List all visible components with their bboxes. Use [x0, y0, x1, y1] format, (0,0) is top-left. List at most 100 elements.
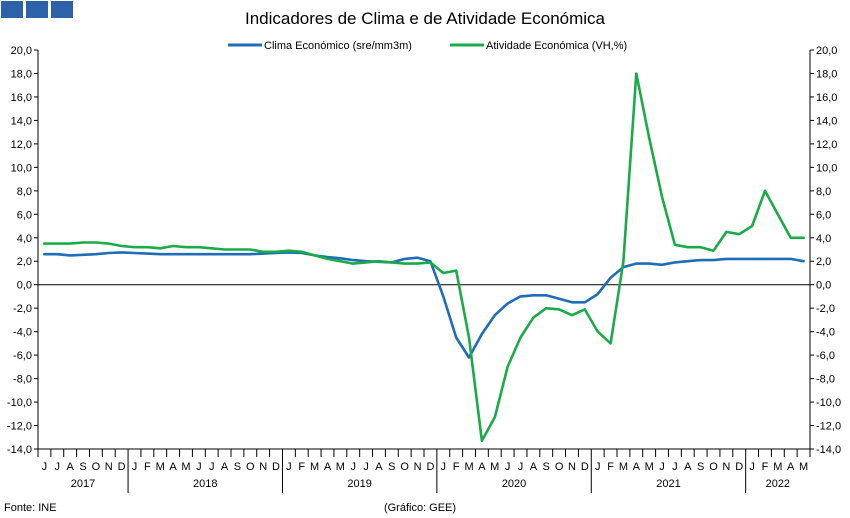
month-label: F [298, 461, 305, 473]
axes [37, 50, 811, 450]
y-tick-label-right: -4,0 [816, 327, 835, 339]
month-label: D [581, 461, 589, 473]
month-label: J [363, 461, 369, 473]
month-label: J [196, 461, 202, 473]
month-label: A [478, 461, 486, 473]
month-label: N [259, 461, 267, 473]
y-tick-label-left: -2,0 [13, 303, 32, 315]
y-tick-label-right: 6,0 [816, 209, 831, 221]
footer-credit: (Gráfico: GEE) [384, 502, 456, 514]
month-label: O [709, 461, 718, 473]
y-tick-label-left: 6,0 [17, 209, 32, 221]
y-tick-label-left: 10,0 [11, 162, 32, 174]
y-tick-label-right: -2,0 [816, 303, 835, 315]
month-label: S [79, 461, 86, 473]
month-label: A [66, 461, 74, 473]
y-tick-label-left: 16,0 [11, 92, 32, 104]
month-label: M [156, 461, 165, 473]
y-tick-label-right: -14,0 [816, 444, 841, 456]
month-label: J [518, 461, 524, 473]
month-label: D [426, 461, 434, 473]
y-tick-label-right: 10,0 [816, 162, 837, 174]
y-tick-label-right: -10,0 [816, 397, 841, 409]
y-tick-label-right: 14,0 [816, 115, 837, 127]
y-tick-label-left: -8,0 [13, 374, 32, 386]
month-label: J [595, 461, 601, 473]
month-label: D [272, 461, 280, 473]
month-label: J [672, 461, 678, 473]
y-tick-label-left: 2,0 [17, 256, 32, 268]
month-label: J [659, 461, 665, 473]
month-label: J [286, 461, 292, 473]
month-label: J [42, 461, 48, 473]
series-line-atividade [43, 72, 805, 443]
month-label: M [773, 461, 782, 473]
month-label: F [762, 461, 769, 473]
footer-source: Fonte: INE [4, 502, 57, 514]
month-label: A [221, 461, 229, 473]
y-tick-label-left: -10,0 [7, 397, 32, 409]
y-tick-label-left: 18,0 [11, 68, 32, 80]
month-label: F [607, 461, 614, 473]
y-tick-label-right: -12,0 [816, 421, 841, 433]
month-label: M [799, 461, 808, 473]
y-tick-label-left: -14,0 [7, 444, 32, 456]
month-label: A [684, 461, 692, 473]
month-label: O [246, 461, 255, 473]
y-tick-label-right: 18,0 [816, 68, 837, 80]
month-label: M [619, 461, 628, 473]
y-tick-label-right: 12,0 [816, 139, 837, 151]
year-label: 2019 [347, 478, 371, 490]
year-label: 2020 [502, 478, 526, 490]
month-label: J [209, 461, 215, 473]
month-label: O [400, 461, 409, 473]
month-label: J [749, 461, 755, 473]
month-label: S [697, 461, 704, 473]
month-label: O [555, 461, 564, 473]
month-label: S [543, 461, 550, 473]
month-label: S [234, 461, 241, 473]
y-tick-label-left: 20,0 [11, 45, 32, 57]
month-label: F [453, 461, 460, 473]
month-label: A [787, 461, 795, 473]
month-label: N [568, 461, 576, 473]
month-label: A [633, 461, 641, 473]
month-label: A [530, 461, 538, 473]
legend-label-atividade: Atividade Económica (VH,%) [486, 40, 627, 52]
month-label: J [505, 461, 511, 473]
y-tick-label-left: 12,0 [11, 139, 32, 151]
y-tick-label-right: -6,0 [816, 350, 835, 362]
logo-square-3 [51, 1, 73, 18]
y-tick-label-right: 4,0 [816, 233, 831, 245]
year-label: 2022 [766, 478, 790, 490]
y-tick-label-left: 0,0 [17, 280, 32, 292]
month-label: D [118, 461, 126, 473]
month-label: N [414, 461, 422, 473]
logo-square-1 [1, 1, 23, 18]
y-tick-label-right: 2,0 [816, 256, 831, 268]
y-tick-label-left: -4,0 [13, 327, 32, 339]
legend-label-clima: Clima Económico (sre/mm3m) [264, 40, 412, 52]
month-label: N [105, 461, 113, 473]
series-lines [43, 72, 805, 443]
y-tick-label-right: 8,0 [816, 186, 831, 198]
month-label: M [645, 461, 654, 473]
y-tick-label-right: 20,0 [816, 45, 837, 57]
logo-square-2 [26, 1, 48, 18]
y-tick-label-left: -12,0 [7, 421, 32, 433]
y-axis-left: 20,0 18,0 16,0 14,0 12,0 10,0 8,0 6,0 4,0 2,0 0,0 -… [7, 45, 38, 456]
series-line-clima [43, 251, 805, 359]
month-label: A [375, 461, 383, 473]
y-tick-label-left: -6,0 [13, 350, 32, 362]
y-tick-label-right: 16,0 [816, 92, 837, 104]
month-label: D [735, 461, 743, 473]
year-label: 2021 [656, 478, 680, 490]
month-label: J [441, 461, 447, 473]
month-label: F [144, 461, 151, 473]
month-label: M [181, 461, 190, 473]
legend: Clima Económico (sre/mm3m) Atividade Eco… [228, 40, 627, 52]
month-label: M [336, 461, 345, 473]
month-label: A [324, 461, 332, 473]
month-label: J [55, 461, 61, 473]
